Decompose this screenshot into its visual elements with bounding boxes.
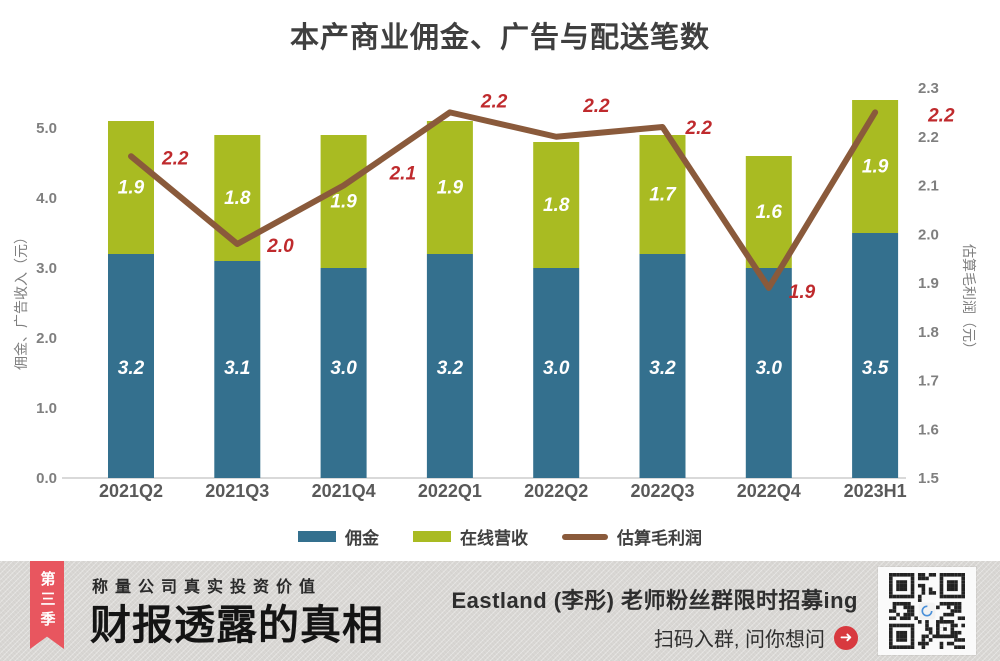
line-value-label: 1.9 bbox=[789, 282, 816, 303]
bar-segment-commission bbox=[214, 261, 261, 478]
promo-headline: Eastland (李彤) 老师粉丝群限时招募ing bbox=[451, 588, 858, 613]
bar-segment-commission bbox=[108, 254, 154, 478]
legend-label: 在线营收 bbox=[460, 529, 528, 548]
legend-label: 佣金 bbox=[345, 529, 379, 548]
bar-value-label-online-revenue: 1.8 bbox=[224, 188, 251, 209]
category-label: 2023H1 bbox=[844, 481, 907, 501]
legend-item: 估算毛利润 bbox=[562, 524, 702, 549]
bar-segment-commission bbox=[320, 268, 367, 478]
bar-value-label-online-revenue: 1.6 bbox=[756, 202, 783, 223]
category-label: 2022Q4 bbox=[737, 481, 801, 501]
bar-segment-online-revenue bbox=[426, 121, 473, 254]
line-value-label: 2.0 bbox=[266, 236, 294, 257]
bar-segment-online-revenue bbox=[108, 121, 154, 254]
chart-title: 本产商业佣金、广告与配送笔数 bbox=[289, 22, 710, 54]
bar-value-label-commission: 3.2 bbox=[118, 358, 145, 379]
right-axis-tick: 1.8 bbox=[918, 324, 939, 341]
line-value-label: 2.2 bbox=[927, 105, 955, 126]
category-label: 2022Q1 bbox=[418, 481, 482, 501]
line-value-label: 2.2 bbox=[685, 118, 713, 139]
bar-value-label-online-revenue: 1.7 bbox=[649, 185, 677, 206]
bar-segment-online-revenue bbox=[320, 135, 367, 268]
banner-tagline: 称量公司真实投资价值 bbox=[92, 579, 323, 596]
line-value-label: 2.2 bbox=[582, 96, 610, 117]
left-axis-tick: 0.0 bbox=[36, 470, 57, 487]
left-axis-tick: 2.0 bbox=[36, 330, 57, 347]
banner-brand-title: 财报透露的真相 bbox=[90, 602, 384, 648]
line-value-label: 2.2 bbox=[480, 91, 508, 112]
legend-bar-swatch bbox=[413, 531, 451, 542]
right-axis-tick: 1.9 bbox=[918, 275, 939, 292]
bar-segment-commission bbox=[533, 268, 580, 478]
promo-block: Eastland (李彤) 老师粉丝群限时招募ing 扫码入群, 问你想问 ➜ bbox=[451, 583, 858, 652]
chart-legend: 佣金 在线营收 估算毛利润 bbox=[0, 524, 1000, 549]
qr-logo-background bbox=[918, 602, 936, 620]
category-label: 2021Q2 bbox=[99, 481, 163, 501]
bar-value-label-commission: 3.5 bbox=[862, 358, 889, 379]
right-axis-title: 估算毛利润（元） bbox=[961, 244, 977, 356]
bar-segment-commission bbox=[852, 233, 899, 478]
bar-segment-commission bbox=[745, 268, 792, 478]
right-axis-tick: 1.6 bbox=[918, 421, 939, 438]
right-axis-tick: 2.3 bbox=[918, 80, 939, 97]
qr-code bbox=[889, 573, 965, 649]
left-axis-tick: 1.0 bbox=[36, 400, 57, 417]
bar-value-label-commission: 3.1 bbox=[224, 358, 250, 379]
chart-card: 本产商业佣金、广告与配送笔数 0.0 1.0 2.0 3.0 4.0 5.0 佣金、广告收入… bbox=[0, 22, 1000, 549]
left-axis-tick: 3.0 bbox=[36, 260, 57, 277]
legend-line-swatch bbox=[562, 533, 608, 540]
banner: 第三季 称量公司真实投资价值 财报透露的真相 Eastland (李彤) 老师粉… bbox=[0, 561, 1000, 661]
bar-segment-online-revenue bbox=[533, 142, 580, 268]
bar-segment-online-revenue bbox=[852, 100, 899, 233]
bar-value-label-commission: 3.2 bbox=[649, 358, 676, 379]
bar-segment-commission bbox=[639, 254, 686, 478]
qr-card bbox=[878, 567, 976, 655]
bar-value-label-commission: 3.0 bbox=[756, 358, 783, 379]
legend-item: 佣金 bbox=[298, 524, 379, 549]
bar-segment-online-revenue bbox=[214, 135, 261, 261]
bar-value-label-online-revenue: 1.9 bbox=[330, 192, 357, 213]
promo-subline: 扫码入群, 问你想问 ➜ bbox=[451, 623, 858, 652]
right-axis-tick: 1.5 bbox=[918, 470, 939, 487]
category-label: 2022Q2 bbox=[524, 481, 588, 501]
legend-item: 在线营收 bbox=[413, 524, 528, 549]
bar-segment-online-revenue bbox=[745, 156, 792, 268]
category-label: 2022Q3 bbox=[630, 481, 694, 501]
bar-segment-commission bbox=[426, 254, 473, 478]
promo-subline-text: 扫码入群, 问你想问 bbox=[653, 629, 825, 651]
line-value-label: 2.1 bbox=[389, 164, 416, 185]
line-value-label: 2.2 bbox=[161, 148, 189, 169]
right-axis-tick: 2.0 bbox=[918, 226, 939, 243]
category-label: 2021Q3 bbox=[205, 481, 269, 501]
category-label: 2021Q4 bbox=[312, 481, 376, 501]
season-ribbon: 第三季 bbox=[30, 561, 64, 649]
season-ribbon-label: 第三季 bbox=[38, 571, 56, 631]
right-axis-tick: 2.2 bbox=[918, 129, 939, 146]
bar-value-label-online-revenue: 1.9 bbox=[118, 178, 145, 199]
right-axis-tick: 1.7 bbox=[918, 373, 939, 390]
bar-value-label-online-revenue: 1.9 bbox=[437, 178, 464, 199]
legend-label: 估算毛利润 bbox=[617, 529, 702, 548]
left-axis-tick: 5.0 bbox=[36, 120, 57, 137]
bar-value-label-commission: 3.0 bbox=[330, 358, 357, 379]
bar-value-label-commission: 3.2 bbox=[437, 358, 464, 379]
gross-profit-line bbox=[128, 109, 879, 291]
bar-value-label-online-revenue: 1.9 bbox=[862, 157, 889, 178]
right-axis-tick: 2.1 bbox=[918, 178, 939, 195]
arrow-right-icon: ➜ bbox=[834, 625, 858, 650]
chart-plot: 0.0 1.0 2.0 3.0 4.0 5.0 佣金、广告收入（元） 1.5 1.6 1.7 1.8… bbox=[13, 80, 977, 501]
bar-value-label-online-revenue: 1.8 bbox=[543, 195, 570, 216]
left-axis-title: 佣金、广告收入（元） bbox=[13, 230, 29, 370]
bar-value-label-commission: 3.0 bbox=[543, 358, 570, 379]
legend-bar-swatch bbox=[298, 531, 336, 542]
left-axis-tick: 4.0 bbox=[36, 190, 57, 207]
qr-logo-icon bbox=[921, 605, 933, 617]
